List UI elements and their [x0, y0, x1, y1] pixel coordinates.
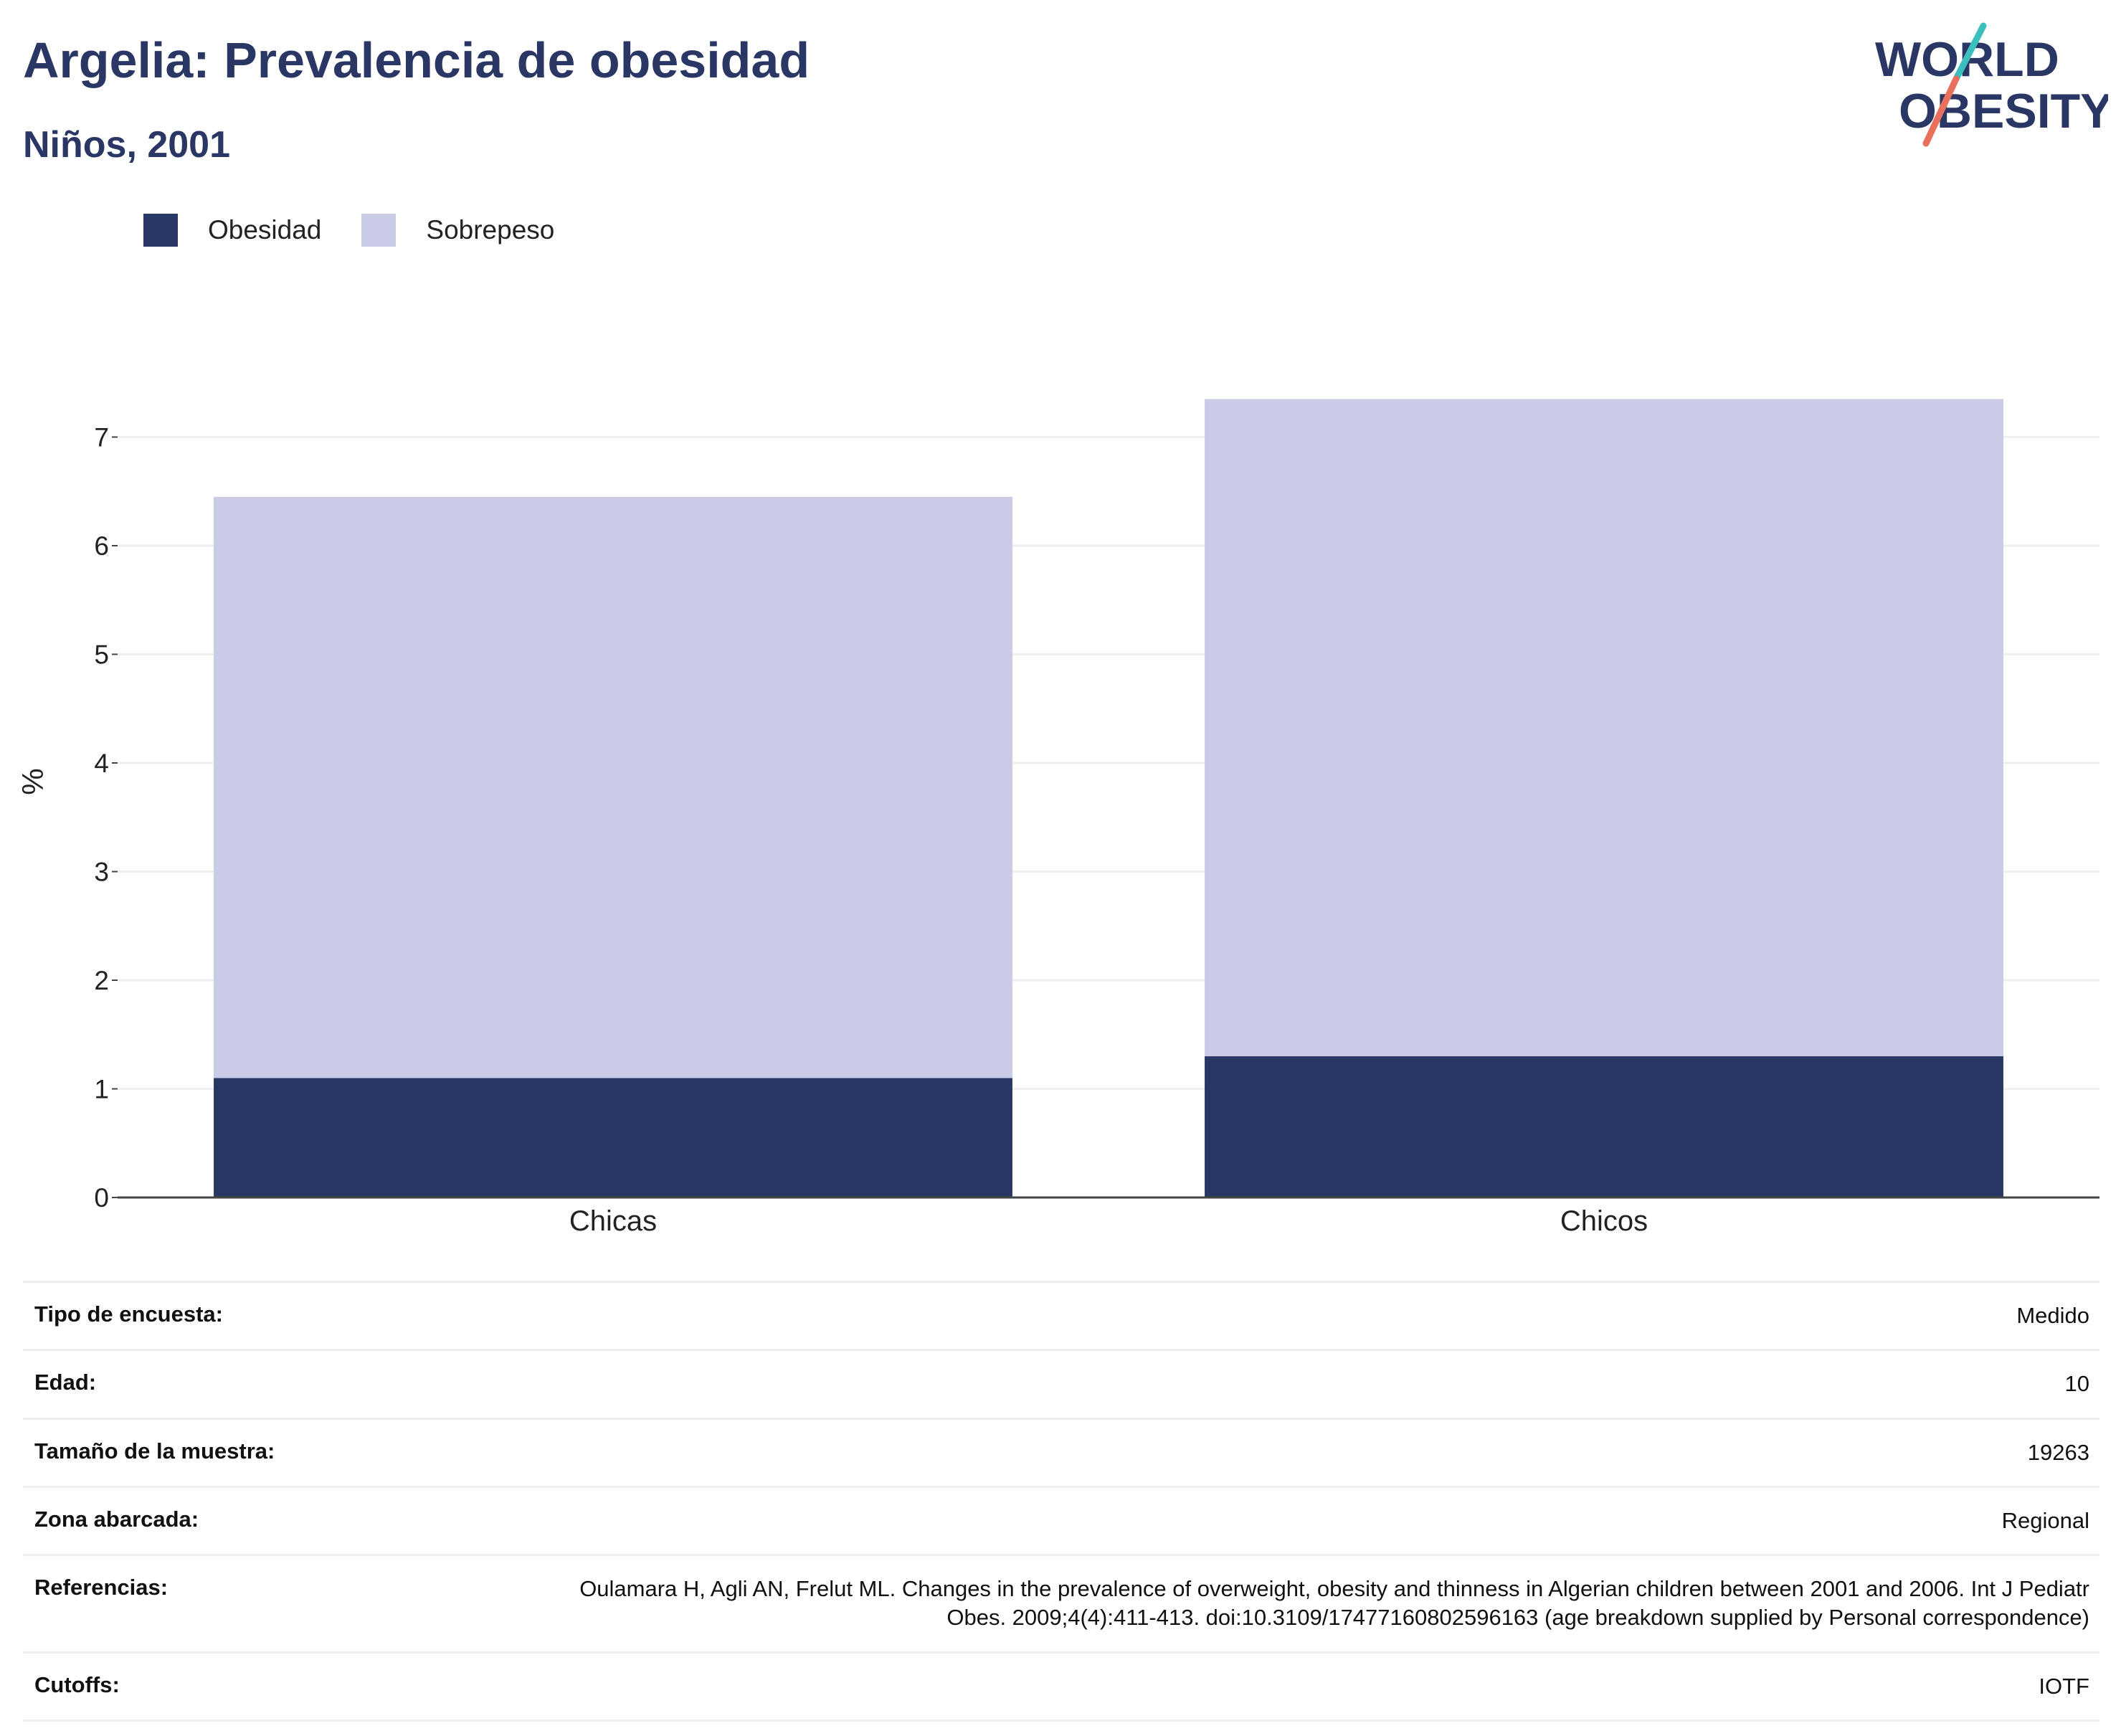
survey-details-table: Tipo de encuesta: Medido Edad: 10 Tamaño de … — [23, 1281, 2099, 1722]
legend-swatch-obesidad — [143, 214, 178, 247]
meta-row: Zona abarcada: Regional — [23, 1488, 2099, 1557]
meta-value: IOTF — [2039, 1673, 2089, 1699]
logo-slash-teal — [1952, 22, 1987, 82]
meta-key: Edad: — [34, 1370, 97, 1395]
meta-row: Tamaño de la muestra: 19263 — [23, 1420, 2099, 1488]
bar-chart: 0 1 2 3 4 5 6 7% Chicas Chicos — [16, 399, 2099, 1237]
chart-legend: Obesidad Sobrepeso — [143, 214, 594, 247]
meta-value: Regional — [2001, 1507, 2089, 1533]
meta-row: Referencias: Oulamara H, Agli AN, Frelut … — [23, 1556, 2099, 1654]
chart-title: Argelia: Prevalencia de obesidad — [23, 32, 810, 88]
bar-obesidad-chicos — [1205, 1056, 2003, 1197]
y-tick-label-5: 5 — [94, 640, 109, 670]
y-tick-label-2: 2 — [94, 966, 109, 995]
chart-subtitle: Niños, 2001 — [23, 124, 231, 166]
y-tick-label-3: 3 — [94, 858, 109, 887]
logo-slash-red — [1922, 75, 1960, 147]
y-tick-label-1: 1 — [94, 1075, 109, 1104]
y-tick-label-4: 4 — [94, 749, 109, 778]
meta-key: Tamaño de la muestra: — [34, 1438, 275, 1464]
y-tick-label-0: 0 — [94, 1183, 109, 1213]
x-tick-label-chicos: Chicos — [1560, 1205, 1648, 1237]
meta-value: 19263 — [2027, 1439, 2089, 1465]
legend-label-obesidad: Obesidad — [208, 215, 322, 245]
legend-item-obesidad[interactable]: Obesidad — [143, 214, 321, 247]
x-tick-label-chicas: Chicas — [569, 1205, 657, 1237]
meta-row: Edad: 10 — [23, 1351, 2099, 1420]
meta-key: Referencias: — [34, 1575, 169, 1600]
legend-label-sobrepeso: Sobrepeso — [426, 215, 555, 245]
bar-sobrepeso-chicos — [1205, 399, 2003, 1057]
bar-obesidad-chicas — [214, 1078, 1012, 1197]
y-tick-label-7: 7 — [94, 423, 109, 452]
y-tick-label-6: 6 — [94, 531, 109, 561]
meta-row: Cutoffs: IOTF — [23, 1654, 2099, 1722]
meta-row: Tipo de encuesta: Medido — [23, 1283, 2099, 1352]
meta-key: Zona abarcada: — [34, 1506, 199, 1532]
meta-value: 10 — [2064, 1371, 2089, 1397]
meta-value: Oulamara H, Agli AN, Frelut ML. Changes … — [579, 1576, 2089, 1631]
world-obesity-logo: WORLD OBESITY — [1875, 22, 2108, 147]
meta-key: Tipo de encuesta: — [34, 1301, 223, 1327]
legend-swatch-sobrepeso — [361, 214, 397, 247]
bar-sobrepeso-chicas — [214, 496, 1012, 1078]
legend-item-sobrepeso[interactable]: Sobrepeso — [361, 214, 554, 247]
meta-key: Cutoffs: — [34, 1671, 120, 1697]
meta-value: Medido — [2016, 1303, 2089, 1328]
y-axis-label: % — [16, 768, 49, 795]
